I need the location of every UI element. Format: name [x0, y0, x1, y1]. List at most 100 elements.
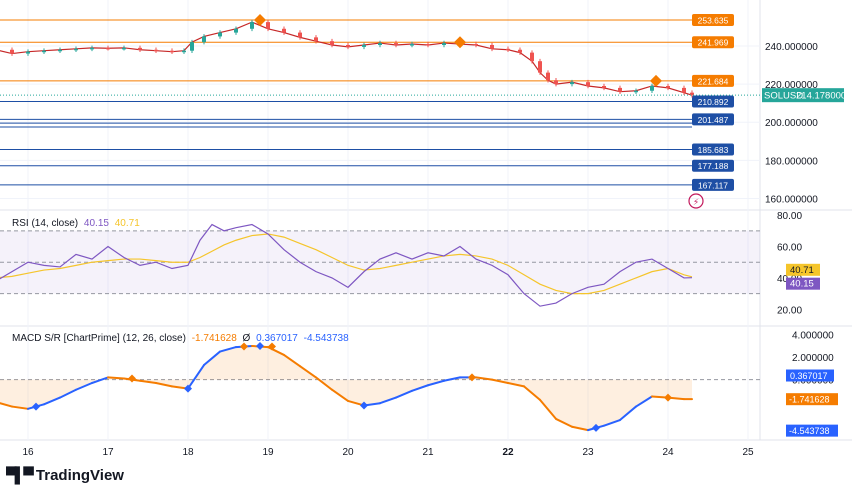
candle-body: [490, 44, 494, 49]
last-price-box: [762, 88, 844, 103]
macd-segment: [619, 405, 637, 422]
macd-segment: [443, 376, 461, 382]
macd-segment: [603, 419, 621, 427]
x-tick-label: 18: [182, 447, 194, 458]
macd-segment: [0, 402, 13, 408]
alert-icon-glyph: ⚡: [693, 198, 699, 208]
macd-segment: [491, 378, 509, 384]
rsi-title: RSI (14, close): [12, 218, 79, 229]
macd-hist-axis-label: -4.543738: [789, 426, 830, 436]
x-tick-label: 23: [582, 447, 594, 458]
macd-segment: [411, 384, 429, 392]
level-label-box: [692, 74, 734, 87]
candle-body: [346, 44, 350, 47]
candle-body: [426, 44, 430, 46]
resistance-marker: [254, 13, 266, 26]
candle-body: [58, 49, 62, 52]
macd-value-box: [786, 393, 838, 406]
last-price-label: 214.178000: [796, 91, 846, 102]
macd-segment: [75, 382, 93, 391]
level-label: 253.635: [698, 15, 729, 25]
macd-marker: [256, 341, 264, 350]
macd-segment: [203, 350, 221, 367]
macd-segment: [395, 389, 413, 399]
macd-flag: Ø: [242, 333, 251, 344]
x-tick-label: 19: [262, 447, 274, 458]
macd-segment: [523, 385, 541, 401]
candle-body: [314, 37, 318, 42]
rsi-value: 40.15: [83, 218, 109, 229]
macd-segment: [555, 417, 573, 428]
candle-body: [154, 49, 158, 52]
tradingview-logo[interactable]: ▀▌▀ TradingView: [6, 465, 124, 485]
resistance-marker: [454, 36, 466, 49]
macd-tick-label: 2.000000: [792, 353, 834, 364]
macd-area: [0, 345, 692, 431]
candle-body: [602, 85, 606, 88]
rsi-line: [0, 223, 693, 307]
macd-segment: [299, 365, 317, 379]
candle-body: [650, 85, 654, 91]
level-label: 167.117: [698, 180, 728, 190]
level-label-box: [692, 159, 734, 172]
candle-body: [250, 22, 254, 29]
rsi-legend: RSI (14, close) 40.15 40.71: [12, 218, 143, 229]
price-tick-label: 160.000000: [765, 194, 818, 205]
candle-body: [518, 49, 522, 53]
macd-value: -1.741628: [191, 333, 237, 344]
level-label: 201.487: [698, 115, 729, 125]
rsi-axis-label: 40.15: [790, 279, 814, 290]
macd-marker: [32, 402, 40, 411]
candle-body: [26, 51, 30, 54]
candle-body: [410, 44, 414, 46]
rsi-ma-value-box: [786, 263, 820, 276]
macd-marker: [240, 342, 248, 351]
rsi-value-box: [786, 277, 820, 290]
level-label: 221.684: [698, 76, 729, 86]
level-label: 210.892: [698, 97, 729, 107]
macd-marker: [360, 401, 368, 410]
candle-body: [298, 32, 302, 38]
candle-body: [122, 47, 126, 50]
price-tick-label: 220.000000: [765, 80, 818, 91]
candle-body: [530, 52, 534, 62]
price-tick-label: 180.000000: [765, 156, 818, 167]
alert-icon: [688, 193, 704, 209]
rsi-tick-label: 20.00: [777, 305, 802, 316]
x-tick-label: 22: [502, 447, 514, 458]
macd-segment: [635, 395, 653, 408]
rsi-ma-value: 40.71: [114, 218, 140, 229]
macd-segment: [539, 398, 557, 420]
rsi-tick-label: 80.00: [777, 211, 802, 222]
macd-segment: [315, 376, 333, 391]
level-label-box: [692, 143, 734, 156]
candle-body: [266, 22, 270, 29]
candle-body: [506, 48, 510, 51]
macd-segment: [187, 364, 205, 390]
macd-signal-axis-label: 0.367017: [790, 371, 828, 381]
candle-body: [586, 82, 590, 86]
brand-name: TradingView: [35, 466, 124, 484]
macd-segment: [11, 405, 29, 410]
candle-body: [106, 47, 110, 50]
candle-body: [90, 47, 94, 50]
macd-segment: [43, 396, 61, 406]
candle-body: [330, 41, 334, 45]
candle-body: [138, 47, 142, 50]
candle-body: [362, 44, 366, 47]
candle-body: [570, 82, 574, 85]
level-label-box: [692, 13, 734, 26]
level-label: 241.969: [698, 38, 729, 48]
macd-segment: [475, 376, 493, 381]
price-tick-label: 240.000000: [765, 42, 818, 53]
candle-body: [634, 90, 638, 93]
macd-segment: [59, 388, 77, 399]
macd-marker: [128, 374, 136, 383]
macd-axis-label: -1.741628: [789, 395, 830, 405]
level-label: 177.188: [698, 161, 729, 171]
rsi-ma-line: [0, 233, 693, 295]
macd-tick-label: 4.000000: [792, 331, 834, 342]
level-label-box: [692, 178, 734, 191]
macd-segment: [427, 379, 445, 387]
